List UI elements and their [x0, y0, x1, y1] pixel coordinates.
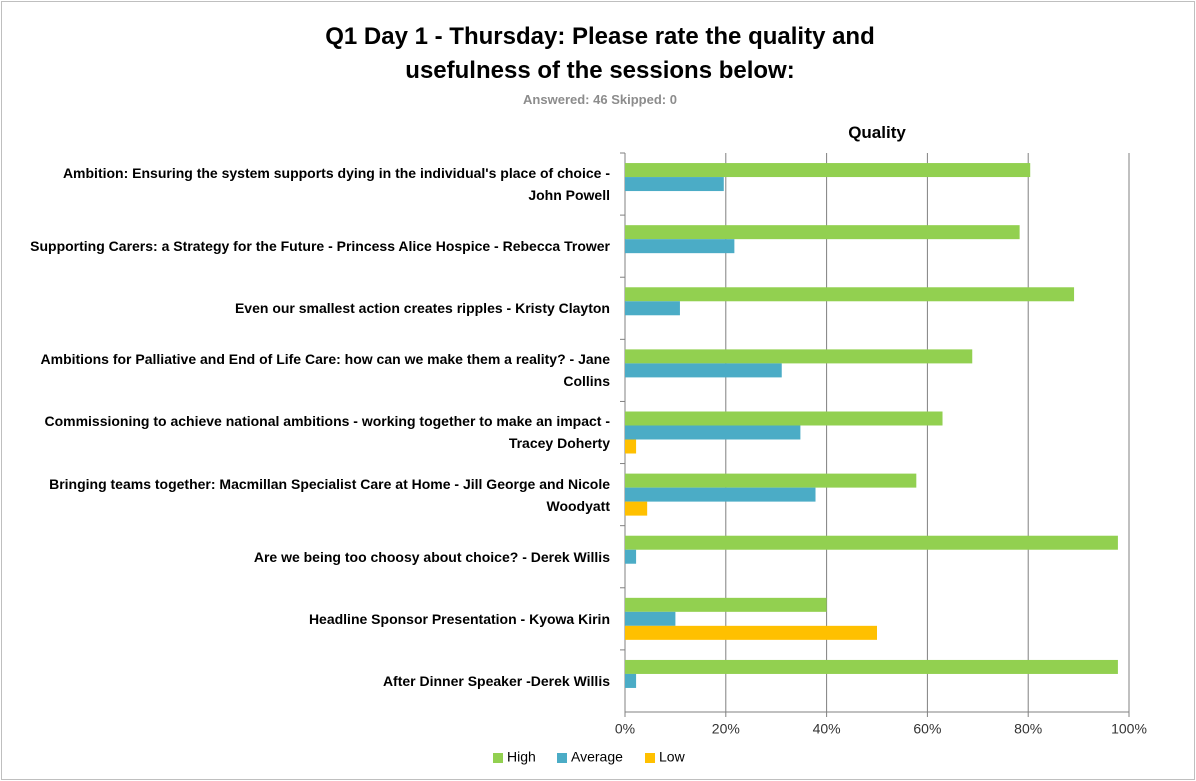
panel-title: Quality [848, 123, 906, 142]
x-tick-label: 40% [813, 721, 841, 737]
y-tick-label: Bringing teams together: Macmillan Speci… [49, 475, 610, 514]
legend-label: High [507, 749, 536, 765]
bar [625, 673, 637, 688]
y-tick-label: After Dinner Speaker -Derek Willis [382, 672, 610, 689]
y-tick-label: Ambition: Ensuring the system supports d… [62, 165, 610, 204]
bar [625, 239, 735, 254]
y-tick-label: Commissioning to achieve national ambiti… [44, 413, 610, 452]
bar [625, 659, 1118, 674]
bar [625, 625, 877, 640]
bar [625, 611, 676, 626]
chart-title: Q1 Day 1 - Thursday: Please rate the qua… [325, 23, 875, 84]
bar [625, 411, 943, 426]
bar [625, 425, 801, 440]
bar [625, 177, 724, 192]
y-tick-label: Even our smallest action creates ripples… [234, 300, 610, 317]
legend-swatch [493, 753, 503, 763]
bar [625, 487, 816, 502]
x-tick-label: 60% [913, 721, 941, 737]
bar [625, 439, 637, 454]
x-tick-label: 80% [1014, 721, 1042, 737]
y-tick-label: Headline Sponsor Presentation - Kyowa Ki… [308, 610, 610, 627]
y-tick-label: Supporting Carers: a Strategy for the Fu… [30, 238, 610, 255]
y-tick-label: Ambitions for Palliative and End of Life… [40, 351, 610, 390]
y-tick-label: Are we being too choosy about choice? - … [253, 548, 610, 565]
bar [625, 501, 648, 516]
bar [625, 473, 917, 488]
x-tick-label: 100% [1111, 721, 1147, 737]
bar [625, 363, 782, 378]
bar [625, 349, 973, 364]
legend-label: Low [659, 749, 686, 765]
legend-label: Average [571, 749, 623, 765]
x-tick-label: 0% [615, 721, 635, 737]
bar [625, 163, 1031, 178]
bar [625, 301, 680, 316]
chart-subtitle: Answered: 46 Skipped: 0 [523, 92, 677, 107]
x-tick-label: 20% [712, 721, 740, 737]
bar [625, 287, 1075, 302]
legend-swatch [645, 753, 655, 763]
bar [625, 225, 1020, 240]
legend-swatch [557, 753, 567, 763]
bar [625, 535, 1118, 550]
bar [625, 549, 637, 564]
bar [625, 597, 827, 612]
